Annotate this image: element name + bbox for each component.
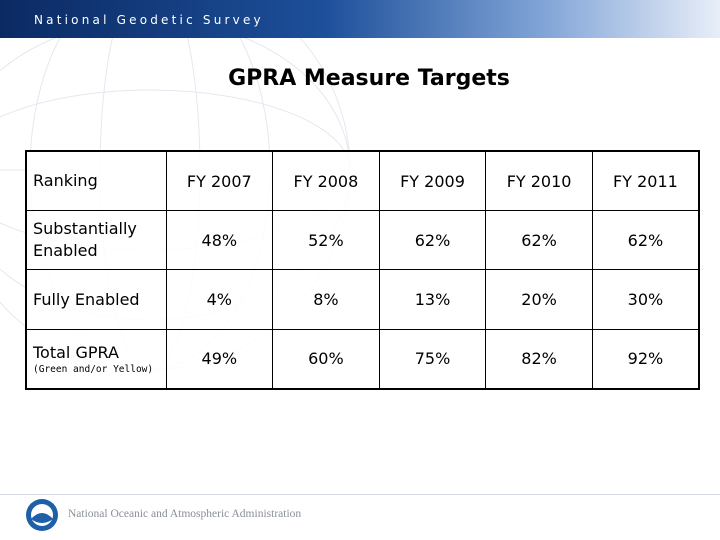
column-header: FY 2009: [378, 150, 487, 212]
value-cell: 75%: [378, 328, 487, 390]
table-row: Fully Enabled 4% 8% 13% 20% 30%: [25, 269, 700, 330]
value-cell: 20%: [485, 269, 593, 330]
column-header: Ranking: [25, 150, 167, 212]
value-cell: 62%: [591, 210, 700, 271]
table-row: Substantially Enabled 48% 52% 62% 62% 62%: [25, 210, 700, 271]
value-cell: 4%: [165, 269, 274, 330]
noaa-logo: [26, 499, 58, 531]
header-title: National Geodetic Survey: [34, 13, 264, 27]
value-cell: 48%: [165, 210, 274, 271]
value-cell: 60%: [272, 328, 380, 390]
value-cell: 62%: [485, 210, 593, 271]
column-header: FY 2010: [485, 150, 593, 212]
column-header: FY 2008: [272, 150, 380, 212]
value-cell: 49%: [165, 328, 274, 390]
value-cell: 52%: [272, 210, 380, 271]
row-label: Fully Enabled: [33, 289, 140, 309]
slide-title: GPRA Measure Targets: [228, 66, 510, 91]
value-cell: 62%: [378, 210, 487, 271]
row-label: Total GPRA: [33, 342, 119, 362]
footer-text: National Oceanic and Atmospheric Adminis…: [68, 508, 302, 520]
value-cell: 92%: [591, 328, 700, 390]
header-row: Ranking FY 2007 FY 2008 FY 2009 FY 2010 FY 20…: [25, 150, 700, 212]
value-cell: 8%: [272, 269, 380, 330]
footer-rule: [0, 494, 720, 495]
value-cell: 13%: [378, 269, 487, 330]
row-label-cell: Substantially Enabled: [25, 210, 167, 271]
row-label: Substantially Enabled: [33, 219, 137, 261]
row-label-cell: Fully Enabled: [25, 269, 167, 330]
value-cell: 82%: [485, 328, 593, 390]
header-banner: National Geodetic Survey: [0, 0, 720, 38]
table-row: Total GPRA (Green and/or Yellow) 49% 60% 75%…: [25, 328, 700, 390]
column-header: FY 2011: [591, 150, 700, 212]
row-note: (Green and/or Yellow): [33, 363, 154, 375]
value-cell: 30%: [591, 269, 700, 330]
row-label-cell: Total GPRA (Green and/or Yellow): [25, 328, 167, 390]
column-header: FY 2007: [165, 150, 274, 212]
targets-table: Ranking FY 2007 FY 2008 FY 2009 FY 2010 FY 20…: [25, 150, 700, 390]
